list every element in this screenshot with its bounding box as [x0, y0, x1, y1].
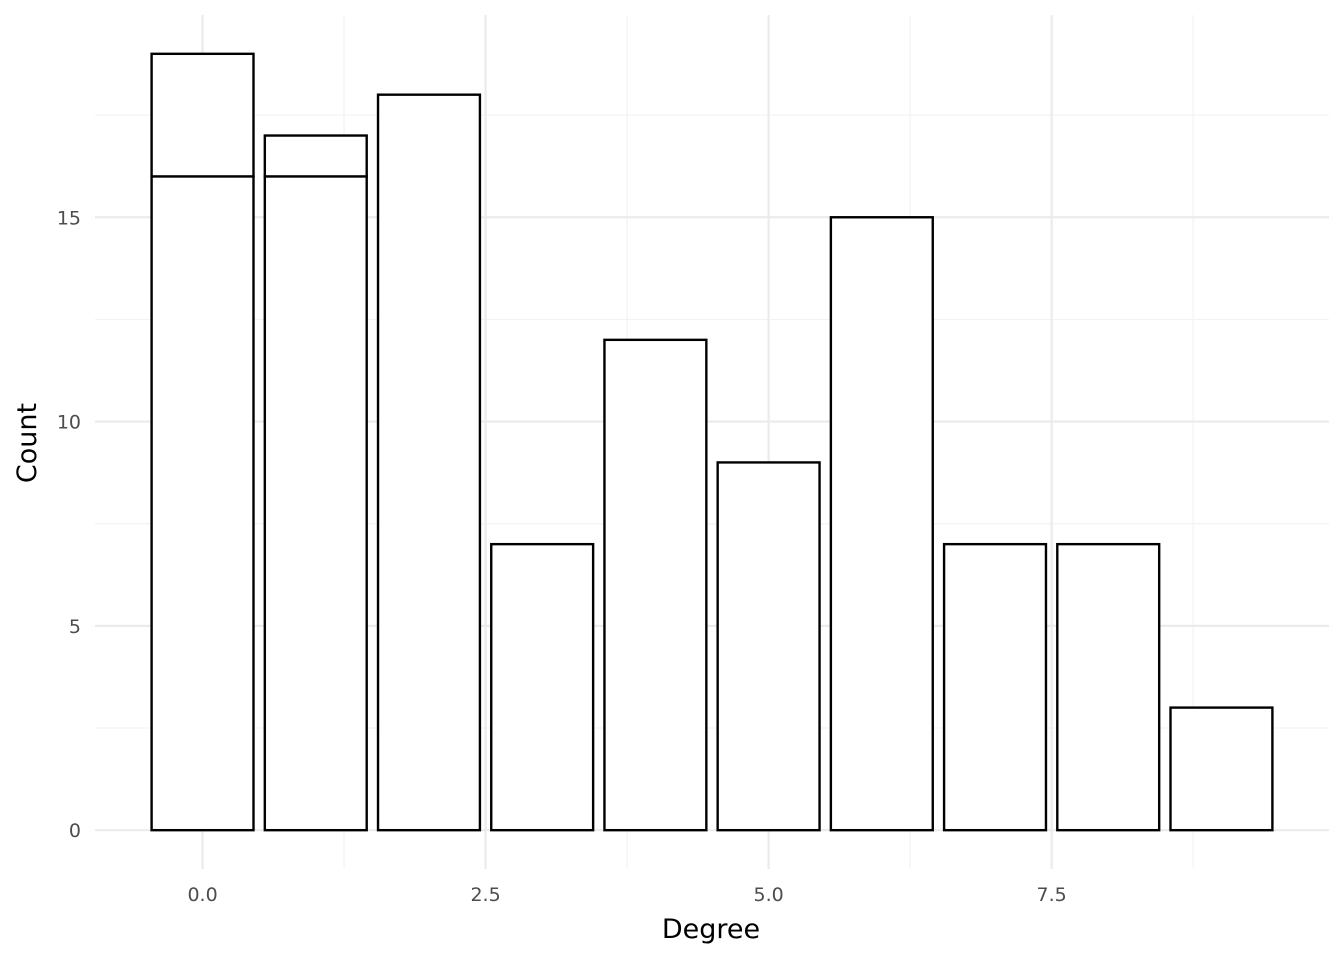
x-axis-title: Degree [662, 914, 760, 945]
x-tick-label: 2.5 [470, 884, 500, 906]
x-tick-label: 0.0 [187, 884, 217, 906]
bar [263, 175, 368, 832]
bar [490, 542, 595, 832]
bar [942, 542, 1048, 832]
bar [603, 338, 708, 832]
bar [1056, 542, 1161, 832]
bar [150, 175, 255, 832]
x-tick-label: 7.5 [1037, 884, 1067, 906]
bar [829, 216, 934, 832]
bars [150, 52, 1274, 832]
bar [1169, 706, 1274, 832]
bar [376, 93, 482, 832]
bar [150, 52, 255, 178]
y-tick-label: 15 [57, 207, 81, 229]
x-tick-label: 5.0 [753, 884, 783, 906]
bar [263, 134, 368, 178]
y-axis-title: Count [12, 403, 43, 483]
y-tick-label: 5 [69, 616, 81, 638]
y-tick-label: 10 [57, 412, 81, 434]
tick-labels: 0.0 2.5 5.0 7.5 0 5 10 15 [57, 207, 1067, 906]
y-tick-label: 0 [69, 820, 81, 842]
bar [716, 461, 821, 832]
